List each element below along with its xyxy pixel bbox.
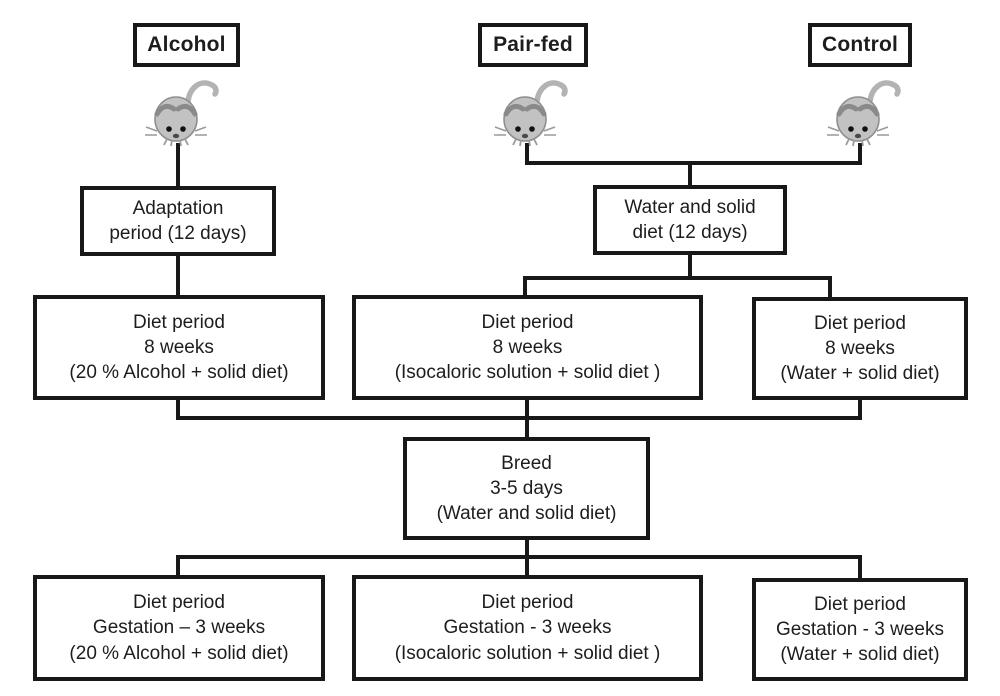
gestation-isocaloric-box: Diet period Gestation - 3 weeks (Isocalo… bbox=[352, 575, 703, 681]
box-line: Breed bbox=[501, 452, 552, 474]
diet-period-isocaloric-box: Diet period 8 weeks (Isocaloric solution… bbox=[352, 295, 703, 400]
box-line: Gestation – 3 weeks bbox=[92, 617, 266, 639]
box-line: 3-5 days bbox=[490, 477, 563, 499]
box-line: (20 % Alcohol + solid diet) bbox=[69, 642, 289, 664]
mouse-icon bbox=[491, 76, 569, 148]
box-line: Gestation - 3 weeks bbox=[776, 618, 944, 640]
diet-period-alcohol-box: Diet period 8 weeks (20 % Alcohol + soli… bbox=[33, 295, 325, 400]
box-line: 8 weeks bbox=[492, 336, 563, 358]
group-label-control: Control bbox=[808, 23, 912, 67]
box-line: (20 % Alcohol + solid diet) bbox=[69, 362, 289, 384]
group-label-text: Pair-fed bbox=[493, 33, 573, 57]
box-line: (Isocaloric solution + solid diet ) bbox=[394, 362, 661, 384]
box-line: Diet period bbox=[814, 312, 906, 334]
box-line: (Water and solid diet) bbox=[436, 503, 617, 525]
group-label-alcohol: Alcohol bbox=[133, 23, 240, 67]
box-line: Diet period bbox=[814, 593, 906, 615]
box-line: Diet period bbox=[481, 592, 574, 614]
gestation-water-box: Diet period Gestation - 3 weeks (Water +… bbox=[752, 578, 968, 681]
group-label-text: Control bbox=[821, 33, 899, 57]
adaptation-period-box: Adaptation period (12 days) bbox=[80, 186, 276, 256]
diet-period-water-box: Diet period 8 weeks (Water + solid diet) bbox=[752, 297, 968, 400]
box-line: Water and solid bbox=[624, 196, 756, 218]
box-line: (Isocaloric solution + solid diet ) bbox=[394, 642, 661, 664]
mouse-icon bbox=[824, 76, 902, 148]
box-line: Diet period bbox=[133, 592, 225, 614]
gestation-alcohol-box: Diet period Gestation – 3 weeks (20 % Al… bbox=[33, 575, 325, 681]
box-line: 8 weeks bbox=[144, 336, 214, 358]
box-line: Gestation - 3 weeks bbox=[443, 617, 612, 639]
box-line: (Water + solid diet) bbox=[780, 644, 940, 666]
box-line: 8 weeks bbox=[825, 337, 895, 359]
box-line: Diet period bbox=[481, 311, 574, 333]
box-line: Adaptation bbox=[132, 197, 224, 219]
box-line: diet (12 days) bbox=[632, 222, 748, 243]
water-solid-diet-box: Water and solid diet (12 days) bbox=[593, 185, 787, 255]
mouse-icon bbox=[142, 76, 220, 148]
box-line: Diet period bbox=[133, 311, 225, 333]
box-line: (Water + solid diet) bbox=[780, 363, 940, 385]
group-label-pair-fed: Pair-fed bbox=[478, 23, 588, 67]
group-label-text: Alcohol bbox=[147, 33, 226, 57]
breed-box: Breed 3-5 days (Water and solid diet) bbox=[403, 437, 650, 540]
box-line: period (12 days) bbox=[109, 223, 247, 244]
